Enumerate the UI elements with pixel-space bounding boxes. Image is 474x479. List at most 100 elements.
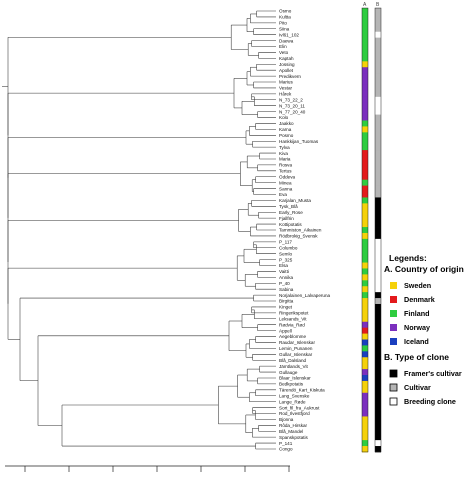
country-strip-cell bbox=[362, 274, 368, 281]
country-strip-cell bbox=[362, 333, 368, 340]
country-strip-cell bbox=[362, 268, 368, 275]
country-strip-cell bbox=[362, 303, 368, 311]
legend-clone-label: Cultivar bbox=[404, 383, 431, 392]
taxon-label: Daewa bbox=[279, 38, 294, 43]
legend-title: Legends: bbox=[389, 253, 427, 263]
country-strip-cell bbox=[362, 416, 368, 423]
taxon-label: Blaar_Islenskar bbox=[279, 376, 311, 381]
taxon-label: Rødvia_Rød bbox=[279, 322, 305, 327]
taxon-label: Norjalainen_Lalvaperuna bbox=[279, 293, 331, 298]
clone-strip-cell bbox=[375, 102, 381, 110]
taxon-label: Jossing bbox=[279, 62, 295, 67]
taxon-label: Blå_Mandel bbox=[279, 428, 303, 434]
country-strip-frame bbox=[361, 7, 369, 453]
legend-country-swatch bbox=[390, 296, 397, 303]
taxon-label: Minea bbox=[279, 180, 292, 185]
taxon-label: N_73_20_11 bbox=[279, 103, 305, 108]
clone-strip-cell bbox=[375, 49, 381, 56]
country-strip-cell bbox=[362, 309, 368, 317]
country-strip-cell bbox=[362, 262, 368, 269]
clone-strip-cell bbox=[375, 375, 381, 382]
clone-strip-cell bbox=[375, 191, 381, 198]
country-strip-cell bbox=[362, 380, 368, 388]
clone-strip-cell bbox=[375, 292, 381, 299]
clone-strip-cell bbox=[375, 179, 381, 187]
taxon-label: Siina bbox=[279, 26, 290, 31]
country-strip-cell bbox=[362, 197, 368, 204]
legend-clone-swatch bbox=[389, 383, 398, 392]
clone-strip-cell bbox=[375, 392, 381, 400]
taxon-label: Pito bbox=[279, 21, 287, 26]
legend-country-label: Sweden bbox=[404, 281, 431, 290]
country-strip-cell bbox=[362, 114, 368, 121]
taxon-label: N_77_20_40 bbox=[279, 109, 306, 114]
country-strip-cell bbox=[362, 256, 368, 263]
dendrogram-tree bbox=[2, 10, 276, 450]
clone-strip-cell bbox=[375, 25, 381, 33]
clone-strip-cell bbox=[375, 428, 381, 435]
taxon-labels: OsmoKulttaPitoSiinaIvl61_102DaewaElinVet… bbox=[279, 9, 331, 452]
country-strip-cell bbox=[362, 90, 368, 98]
country-strip-cell bbox=[362, 440, 368, 447]
clone-strip-cell bbox=[375, 416, 381, 423]
country-strip-cell bbox=[362, 298, 368, 305]
country-strip-cell bbox=[362, 37, 368, 44]
taxon-label: Hårek bbox=[279, 91, 292, 97]
legend-country-label: Finland bbox=[404, 309, 430, 318]
clone-strip-cell bbox=[375, 286, 381, 293]
taxon-label: Sabina bbox=[279, 287, 294, 292]
clone-strip-cell bbox=[375, 73, 381, 80]
country-strip-cell bbox=[362, 161, 368, 169]
taxon-label: Annika bbox=[279, 275, 293, 280]
clone-strip-cell bbox=[375, 339, 381, 346]
clone-strip-cell bbox=[375, 321, 381, 329]
taxon-label: Congo bbox=[279, 447, 293, 452]
country-strip-cell bbox=[362, 398, 368, 406]
country-strip-cell bbox=[362, 428, 368, 435]
country-strip-cell bbox=[362, 96, 368, 104]
taxon-label: Lemin_Punanen bbox=[279, 346, 313, 351]
clone-strip-cell bbox=[375, 227, 381, 234]
country-strip-cell bbox=[362, 345, 368, 352]
clone-strip-cell bbox=[375, 303, 381, 311]
country-strip-cell bbox=[362, 132, 368, 139]
clone-strip-cell bbox=[375, 327, 381, 334]
country-strip-cell bbox=[362, 43, 368, 50]
taxon-label: Spanskpotatis bbox=[279, 435, 309, 440]
clone-strip-cell bbox=[375, 250, 381, 258]
strip-header-a: A bbox=[363, 2, 367, 8]
taxon-label: Gullar_Islenskar bbox=[279, 352, 313, 357]
taxon-label: Lang_Svenske bbox=[279, 393, 310, 398]
taxon-label: Marius bbox=[279, 80, 293, 85]
country-strip-cell bbox=[362, 84, 368, 92]
country-strip-cell bbox=[362, 232, 368, 240]
country-strip-cell bbox=[362, 67, 368, 74]
clone-strip-cell bbox=[375, 215, 381, 222]
country-strip-cell bbox=[362, 49, 368, 56]
country-strip-cell bbox=[362, 156, 368, 163]
taxon-label: Aegeblomme bbox=[279, 334, 307, 339]
taxon-label: Rôda_Hirskar bbox=[279, 423, 308, 428]
legend-country-swatch bbox=[390, 310, 397, 317]
clone-strip-cell bbox=[375, 398, 381, 406]
country-strip-cell bbox=[362, 13, 368, 21]
clone-strip-cell bbox=[375, 446, 381, 453]
taxon-label: Ringerikspotet bbox=[279, 311, 309, 316]
legend-clone-swatch bbox=[389, 397, 398, 406]
clone-strip-cell bbox=[375, 132, 381, 139]
country-strip-cell bbox=[362, 126, 368, 133]
clone-strip-cell bbox=[375, 167, 381, 175]
country-strip-cell bbox=[362, 8, 368, 15]
country-strip-cell bbox=[362, 31, 368, 39]
clone-strip-cell bbox=[375, 357, 381, 364]
clone-strip-cell bbox=[375, 55, 381, 62]
taxon-label: Eva bbox=[279, 192, 287, 197]
legend-country-swatch bbox=[390, 282, 397, 289]
taxon-label: Rod_Ilvestfjord bbox=[279, 411, 310, 416]
legend-clone-swatch bbox=[389, 369, 398, 378]
country-strip-cell bbox=[362, 179, 368, 187]
country-strip-cell bbox=[362, 191, 368, 198]
country-strip-cell bbox=[362, 386, 368, 394]
taxon-label: Veto bbox=[279, 50, 289, 55]
